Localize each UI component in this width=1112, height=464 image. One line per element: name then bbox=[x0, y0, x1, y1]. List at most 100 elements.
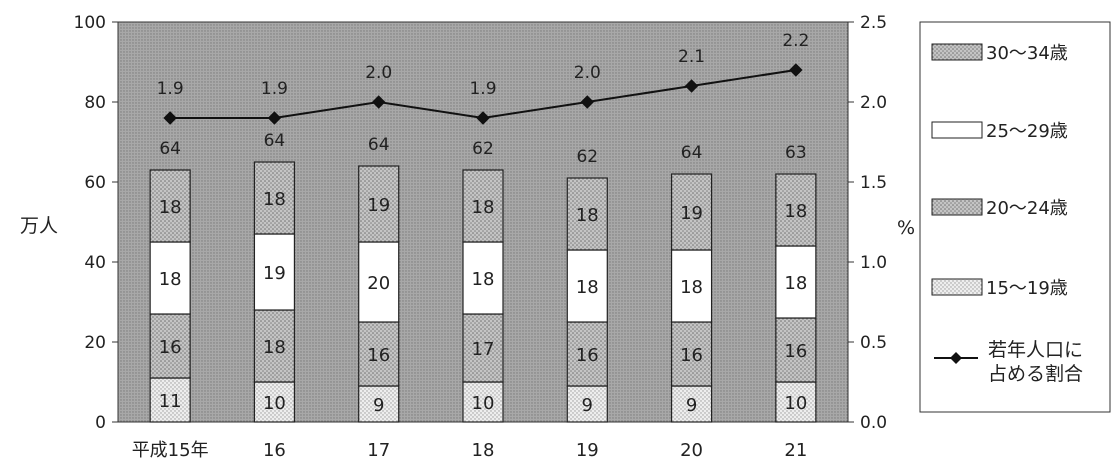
bar-segment-label: 16 bbox=[680, 345, 703, 366]
bar-segment-label: 18 bbox=[472, 197, 495, 218]
legend-label: 20～24歳 bbox=[986, 198, 1068, 219]
bar-segment-label: 18 bbox=[472, 269, 495, 290]
bar-segment bbox=[253, 233, 296, 311]
x-tick-label: 17 bbox=[367, 440, 390, 461]
y2-tick-label: 0.5 bbox=[860, 333, 887, 353]
y-tick-label: 40 bbox=[84, 253, 106, 273]
y2-tick-label: 1.0 bbox=[860, 253, 887, 273]
line-point bbox=[476, 111, 490, 125]
legend-label: 30～34歳 bbox=[986, 43, 1068, 64]
bar-segment-label: 18 bbox=[159, 197, 182, 218]
bar-segment-label: 19 bbox=[263, 263, 286, 284]
bar-segment-label: 11 bbox=[159, 391, 182, 412]
bar-segment-label: 19 bbox=[367, 195, 390, 216]
bar-segment-label: 16 bbox=[159, 337, 182, 358]
bar-segment bbox=[566, 321, 608, 387]
y-axis-title: 万人 bbox=[20, 215, 58, 237]
bar-segment bbox=[358, 241, 400, 323]
bar-segment-label: 10 bbox=[784, 393, 807, 414]
line-point bbox=[372, 95, 386, 109]
legend-label: 25～29歳 bbox=[986, 121, 1068, 142]
line-point bbox=[684, 79, 699, 93]
x-tick-label: 18 bbox=[472, 440, 495, 461]
line-point-label: 2.0 bbox=[574, 63, 601, 83]
line-point bbox=[789, 63, 803, 77]
bar-segment bbox=[566, 249, 608, 323]
bar-segment-label: 16 bbox=[576, 345, 599, 366]
bar-segment-label: 18 bbox=[263, 189, 286, 210]
x-tick-label: 19 bbox=[576, 440, 599, 461]
bar-segment bbox=[358, 165, 400, 243]
bar-total-label: 63 bbox=[785, 143, 807, 163]
bar-total-label: 64 bbox=[368, 135, 390, 155]
legend-swatch bbox=[931, 43, 983, 61]
bar-segment-label: 10 bbox=[263, 393, 286, 414]
line-point-label: 2.2 bbox=[782, 31, 809, 51]
bar-segment-label: 18 bbox=[576, 277, 599, 298]
y-tick-label: 100 bbox=[74, 13, 106, 33]
bar-segment bbox=[566, 177, 608, 251]
bar-segment bbox=[670, 249, 713, 323]
bar-segment bbox=[775, 317, 817, 383]
line-point bbox=[163, 111, 177, 125]
bar-segment bbox=[253, 309, 296, 383]
bar-segment-label: 18 bbox=[784, 201, 807, 222]
bar-segment bbox=[462, 169, 504, 243]
y2-tick-label: 0.0 bbox=[860, 413, 887, 433]
legend-marker bbox=[950, 352, 962, 364]
bar-segment bbox=[566, 385, 608, 423]
legend-swatch bbox=[931, 121, 983, 139]
y-tick-label: 0 bbox=[95, 413, 106, 433]
bar-segment bbox=[149, 241, 191, 315]
bar-segment bbox=[149, 377, 191, 423]
x-tick-label: 21 bbox=[784, 440, 807, 461]
bar-total-label: 62 bbox=[576, 147, 598, 167]
bar-segment bbox=[775, 245, 817, 319]
x-tick-label: 20 bbox=[680, 440, 703, 461]
y-tick-label: 60 bbox=[84, 173, 106, 193]
bar-segment-label: 18 bbox=[263, 337, 286, 358]
y2-tick-label: 2.5 bbox=[860, 13, 887, 33]
bar-segment-label: 16 bbox=[367, 345, 390, 366]
bar-segment-label: 9 bbox=[686, 395, 697, 416]
x-tick-label: 平成15年 bbox=[132, 440, 209, 461]
bar-segment bbox=[149, 169, 191, 243]
line-point bbox=[580, 95, 594, 109]
legend-label: 占める割合 bbox=[988, 363, 1083, 385]
line-point bbox=[267, 111, 282, 125]
bar-segment-label: 18 bbox=[159, 269, 182, 290]
bar-segment bbox=[670, 321, 713, 387]
line-point-label: 2.1 bbox=[678, 47, 705, 67]
legend-swatch bbox=[931, 278, 983, 296]
bar-segment-label: 18 bbox=[680, 277, 703, 298]
bar-segment bbox=[462, 241, 504, 315]
bar-segment-label: 16 bbox=[784, 341, 807, 362]
line-point-label: 2.0 bbox=[365, 63, 392, 83]
bar-total-label: 62 bbox=[472, 139, 494, 159]
bar-segment bbox=[462, 313, 504, 383]
y-tick-label: 20 bbox=[84, 333, 106, 353]
bar-segment bbox=[253, 161, 296, 235]
y-tick-label: 80 bbox=[84, 93, 106, 113]
bar-segment-label: 9 bbox=[582, 395, 593, 416]
line-point-label: 1.9 bbox=[261, 79, 288, 99]
bar-segment bbox=[358, 321, 400, 387]
line-point-label: 1.9 bbox=[157, 79, 184, 99]
bar-segment bbox=[775, 173, 817, 247]
bar-segment-label: 9 bbox=[373, 395, 384, 416]
y2-tick-label: 2.0 bbox=[860, 93, 887, 113]
plot-area: 11 16 18 18 64 10 18 19 18 64 9 16 20 19 64 10 17 18 18 62 9… bbox=[117, 21, 849, 423]
bar-segment-label: 20 bbox=[367, 273, 390, 294]
bar-segment-label: 17 bbox=[472, 339, 495, 360]
y2-tick-label: 1.5 bbox=[860, 173, 887, 193]
y2-axis-title: % bbox=[897, 217, 915, 239]
legend-label: 15～19歳 bbox=[986, 278, 1068, 299]
bar-total-label: 64 bbox=[681, 143, 703, 163]
bar-segment-label: 19 bbox=[680, 203, 703, 224]
bar-total-label: 64 bbox=[159, 139, 181, 159]
x-tick-label: 16 bbox=[263, 440, 286, 461]
bar-total-label: 64 bbox=[264, 131, 286, 151]
bar-segment bbox=[358, 385, 400, 423]
